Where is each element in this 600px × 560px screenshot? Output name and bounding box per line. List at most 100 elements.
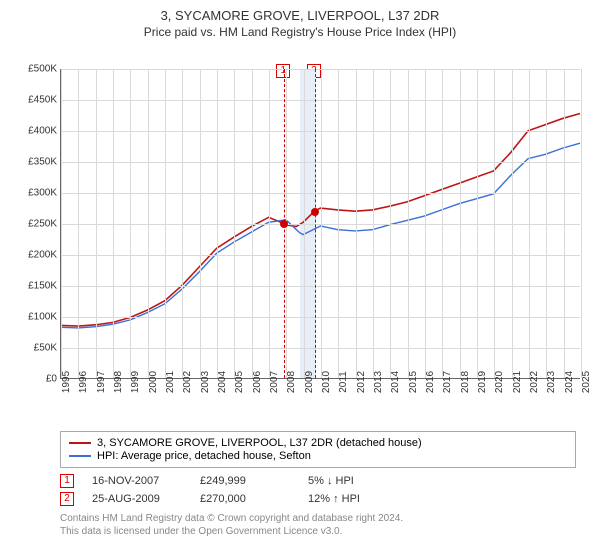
gridline-v: [130, 69, 131, 378]
legend-label: 3, SYCAMORE GROVE, LIVERPOOL, L37 2DR (d…: [97, 437, 422, 449]
x-axis-label: 2020: [494, 371, 505, 393]
annotation-price: £249,999: [200, 475, 290, 487]
gridline-v: [252, 69, 253, 378]
legend-item: HPI: Average price, detached house, Seft…: [69, 450, 567, 462]
y-axis-label: £150K: [28, 281, 57, 292]
gridline-v: [546, 69, 547, 378]
annotation-price: £270,000: [200, 493, 290, 505]
gridline-v: [425, 69, 426, 378]
annotation-badge: 1: [60, 474, 74, 488]
x-axis-label: 2015: [408, 371, 419, 393]
annotation-date: 16-NOV-2007: [92, 475, 182, 487]
x-axis-label: 2018: [460, 371, 471, 393]
annotation-delta: 12% ↑ HPI: [308, 493, 398, 505]
sale-point: [280, 220, 288, 228]
gridline-v: [200, 69, 201, 378]
y-axis-label: £450K: [28, 95, 57, 106]
gridline-v: [494, 69, 495, 378]
legend-item: 3, SYCAMORE GROVE, LIVERPOOL, L37 2DR (d…: [69, 437, 567, 449]
gridline-v: [269, 69, 270, 378]
x-axis-label: 2001: [165, 371, 176, 393]
legend-swatch: [69, 442, 91, 444]
y-axis-label: £350K: [28, 157, 57, 168]
annotation-delta: 5% ↓ HPI: [308, 475, 398, 487]
gridline-v: [338, 69, 339, 378]
gridline-v: [148, 69, 149, 378]
y-axis-label: £500K: [28, 64, 57, 75]
gridline-v: [390, 69, 391, 378]
footer-attribution: Contains HM Land Registry data © Crown c…: [60, 512, 576, 538]
event-marker-line: [315, 69, 316, 378]
gridline-v: [442, 69, 443, 378]
x-axis-label: 2007: [269, 371, 280, 393]
line-chart: £0£50K£100K£150K£200K£250K£300K£350K£400…: [60, 69, 580, 379]
gridline-v: [96, 69, 97, 378]
gridline-v: [373, 69, 374, 378]
title-main: 3, SYCAMORE GROVE, LIVERPOOL, L37 2DR: [12, 8, 588, 23]
annotation-date: 25-AUG-2009: [92, 493, 182, 505]
x-axis-label: 2017: [442, 371, 453, 393]
gridline-v: [234, 69, 235, 378]
legend-box: 3, SYCAMORE GROVE, LIVERPOOL, L37 2DR (d…: [60, 431, 576, 468]
gridline-v: [113, 69, 114, 378]
x-axis-label: 1997: [96, 371, 107, 393]
gridline-v: [78, 69, 79, 378]
gridline-v: [61, 69, 62, 378]
annotation-row: 1 16-NOV-2007 £249,999 5% ↓ HPI: [60, 474, 576, 488]
title-sub: Price paid vs. HM Land Registry's House …: [12, 25, 588, 39]
x-axis-label: 2011: [338, 371, 349, 393]
x-axis-label: 2022: [529, 371, 540, 393]
gridline-v: [529, 69, 530, 378]
x-axis-label: 2006: [252, 371, 263, 393]
footer-line-2: This data is licensed under the Open Gov…: [60, 525, 576, 538]
y-axis-label: £0: [46, 374, 57, 385]
x-axis-label: 2021: [512, 371, 523, 393]
x-axis-label: 2014: [390, 371, 401, 393]
gridline-v: [321, 69, 322, 378]
gridline-v: [477, 69, 478, 378]
gridline-v: [165, 69, 166, 378]
annotation-row: 2 25-AUG-2009 £270,000 12% ↑ HPI: [60, 492, 576, 506]
x-axis-label: 2016: [425, 371, 436, 393]
x-axis-label: 2004: [217, 371, 228, 393]
legend-swatch: [69, 455, 91, 457]
x-axis-label: 2009: [304, 371, 315, 393]
gridline-v: [182, 69, 183, 378]
gridline-v: [564, 69, 565, 378]
x-axis-label: 2000: [148, 371, 159, 393]
x-axis-label: 1996: [78, 371, 89, 393]
x-axis-label: 2012: [356, 371, 367, 393]
y-axis-label: £100K: [28, 312, 57, 323]
x-axis-label: 1999: [130, 371, 141, 393]
legend-label: HPI: Average price, detached house, Seft…: [97, 450, 311, 462]
gridline-v: [304, 69, 305, 378]
sale-point: [311, 208, 319, 216]
x-axis-label: 2010: [321, 371, 332, 393]
y-axis-label: £50K: [34, 343, 57, 354]
gridline-v: [460, 69, 461, 378]
x-axis-label: 1998: [113, 371, 124, 393]
annotation-table: 1 16-NOV-2007 £249,999 5% ↓ HPI 2 25-AUG-2009…: [60, 474, 576, 506]
x-axis-label: 2023: [546, 371, 557, 393]
y-axis-label: £300K: [28, 188, 57, 199]
y-axis-label: £400K: [28, 126, 57, 137]
x-axis-label: 2019: [477, 371, 488, 393]
chart-title-block: 3, SYCAMORE GROVE, LIVERPOOL, L37 2DR Pr…: [12, 8, 588, 39]
x-axis-label: 2003: [200, 371, 211, 393]
x-axis-label: 2008: [286, 371, 297, 393]
gridline-v: [512, 69, 513, 378]
x-axis-label: 2025: [581, 371, 592, 393]
x-axis-label: 1995: [61, 371, 72, 393]
x-axis-label: 2002: [182, 371, 193, 393]
x-axis-label: 2013: [373, 371, 384, 393]
y-axis-label: £200K: [28, 250, 57, 261]
gridline-v: [217, 69, 218, 378]
gridline-v: [408, 69, 409, 378]
gridline-v: [581, 69, 582, 378]
annotation-badge: 2: [60, 492, 74, 506]
gridline-v: [356, 69, 357, 378]
x-axis-label: 2024: [564, 371, 575, 393]
footer-line-1: Contains HM Land Registry data © Crown c…: [60, 512, 576, 525]
y-axis-label: £250K: [28, 219, 57, 230]
x-axis-label: 2005: [234, 371, 245, 393]
